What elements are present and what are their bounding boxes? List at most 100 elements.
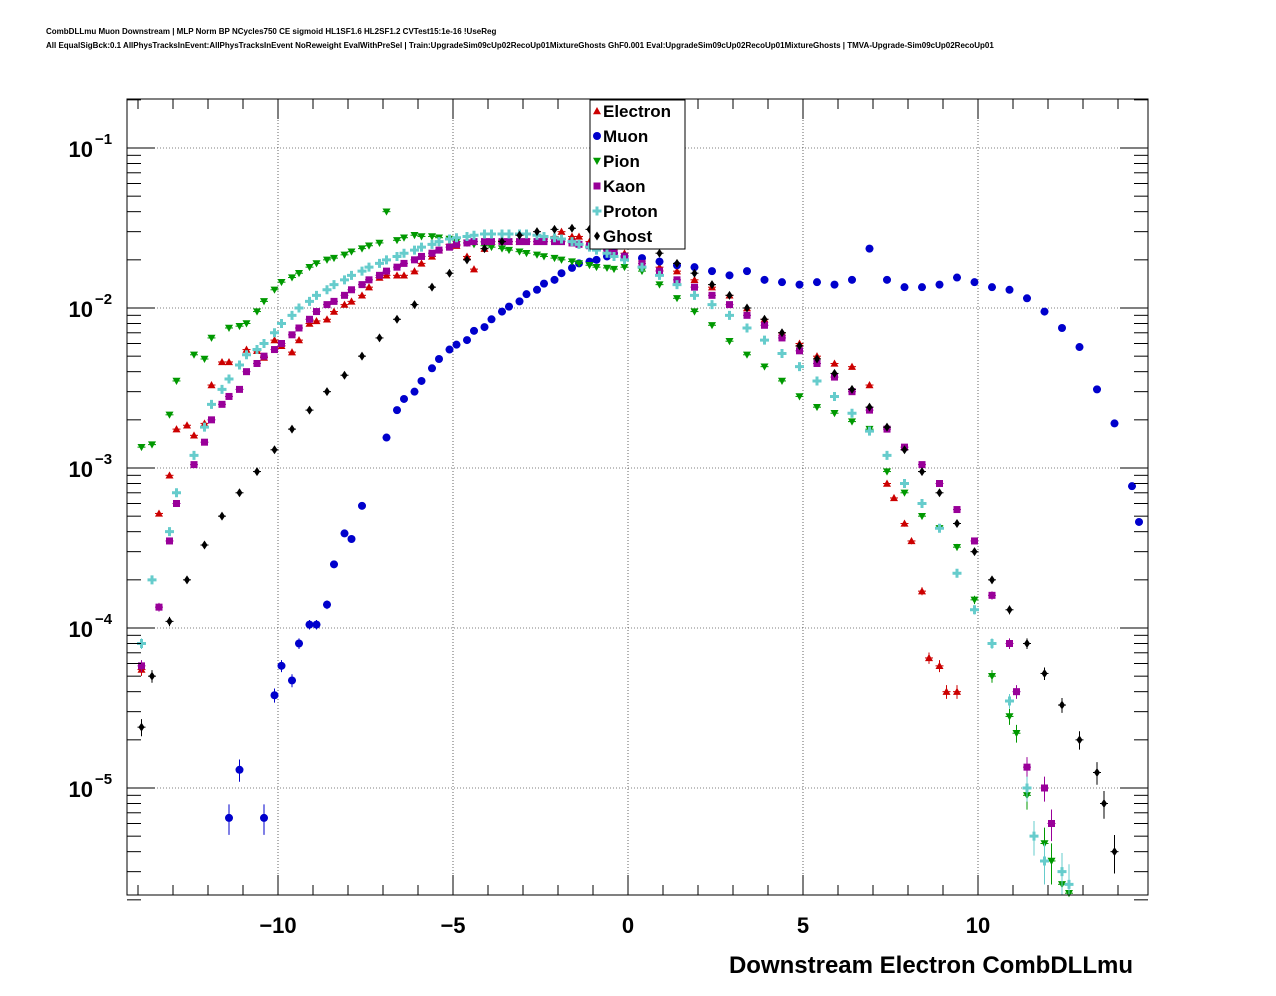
x-tick-label: 5 (797, 913, 809, 938)
data-point (470, 238, 478, 246)
data-point (464, 255, 470, 265)
data-point (480, 229, 489, 239)
data-point (987, 639, 997, 649)
data-point (673, 295, 681, 303)
data-point (918, 461, 926, 469)
data-point (399, 248, 409, 258)
data-point (498, 307, 506, 316)
data-point (1012, 730, 1021, 738)
data-point (224, 374, 234, 384)
data-point (505, 302, 513, 311)
data-point (709, 280, 715, 290)
data-point (1110, 419, 1119, 428)
data-point (376, 333, 383, 343)
data-point (323, 315, 331, 323)
data-point (330, 297, 338, 305)
data-point (900, 479, 909, 489)
data-point (358, 291, 366, 299)
data-point (155, 509, 163, 517)
data-point (743, 351, 751, 359)
data-point (505, 246, 513, 255)
data-point (1023, 294, 1031, 303)
data-point (575, 260, 583, 268)
data-point (760, 335, 769, 345)
data-point (533, 285, 541, 294)
data-point (942, 687, 951, 695)
data-point (305, 296, 314, 306)
data-point (1024, 639, 1030, 649)
data-point (1013, 688, 1020, 696)
data-point (411, 300, 418, 310)
data-point (427, 239, 437, 249)
data-point (655, 270, 664, 280)
data-point (341, 370, 348, 380)
data-point (708, 291, 716, 299)
data-point (340, 251, 349, 259)
data-point (183, 421, 191, 429)
y-tick-exponent: −1 (95, 131, 112, 148)
data-point (487, 315, 496, 324)
series-layer (137, 208, 1143, 898)
data-point (1047, 857, 1056, 865)
data-point (242, 350, 251, 360)
data-point (219, 511, 225, 521)
data-point (585, 262, 594, 270)
data-point (323, 256, 331, 264)
data-point (620, 255, 629, 265)
data-point (575, 232, 583, 240)
data-point (445, 234, 454, 244)
data-point (796, 347, 803, 355)
data-point (1128, 482, 1136, 491)
data-point (743, 311, 751, 319)
x-tick-label: −5 (440, 913, 465, 938)
data-point (400, 234, 408, 242)
data-point (446, 243, 453, 251)
x-tick-label: −10 (259, 913, 296, 938)
data-point (207, 381, 216, 389)
data-point (1029, 831, 1039, 841)
data-point (592, 245, 601, 255)
data-point (1057, 867, 1067, 877)
data-point (744, 303, 750, 313)
data-point (610, 265, 618, 274)
data-point (830, 359, 839, 367)
data-point (883, 468, 891, 476)
data-point (330, 254, 338, 263)
data-point (295, 324, 303, 332)
data-point (271, 445, 278, 455)
data-point (691, 283, 698, 291)
data-point (270, 286, 279, 294)
data-point (446, 268, 453, 278)
legend-label-kaon: Kaon (603, 177, 646, 196)
data-point (236, 385, 243, 393)
data-point (225, 813, 233, 822)
data-point (330, 307, 338, 315)
data-point (376, 271, 383, 279)
data-point (428, 233, 436, 241)
data-point (522, 290, 531, 299)
data-point (410, 267, 419, 275)
data-point (165, 411, 174, 419)
x-axis-label: Downstream Electron CombDLLmu (729, 952, 1133, 979)
data-point (200, 422, 209, 432)
data-point (557, 234, 566, 244)
data-point (726, 301, 733, 309)
data-point (277, 319, 286, 329)
data-point (469, 230, 479, 240)
data-point (225, 392, 233, 400)
data-point (417, 376, 426, 385)
data-point (417, 242, 426, 252)
data-point (814, 354, 820, 364)
data-point (523, 238, 530, 246)
data-point (148, 441, 156, 449)
data-point (190, 351, 198, 359)
data-point (166, 537, 173, 545)
legend-label-ghost: Ghost (603, 227, 652, 246)
legend-marker-proton (592, 206, 602, 216)
data-point (918, 587, 926, 595)
data-point (411, 256, 418, 264)
data-point (400, 394, 408, 403)
series-muon (225, 244, 1143, 835)
legend: Electron Muon Pion Kaon Proton Ghost (589, 99, 686, 250)
data-point (592, 255, 601, 264)
